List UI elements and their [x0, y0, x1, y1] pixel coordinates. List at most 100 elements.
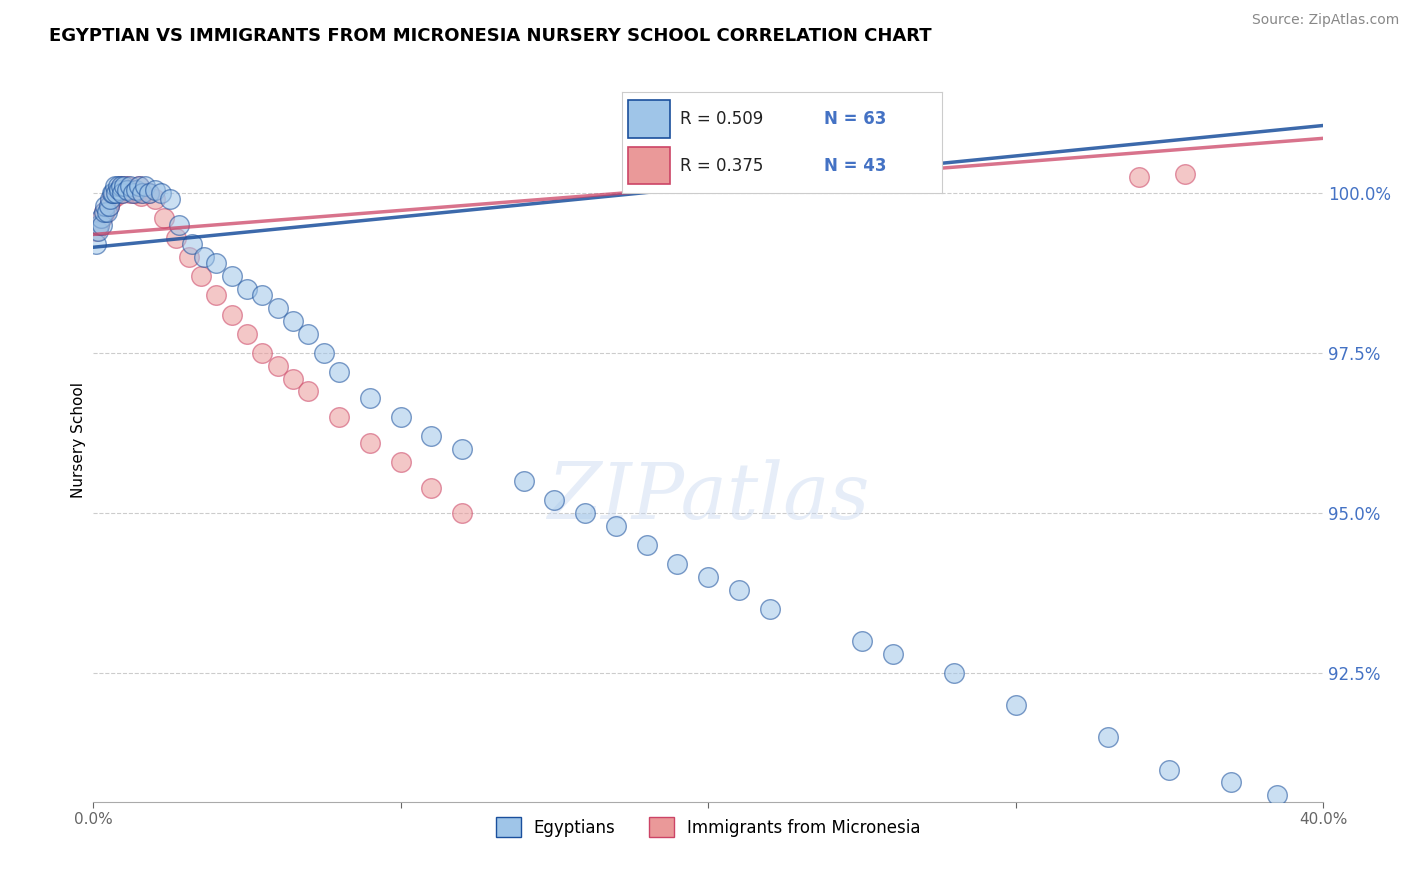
Point	[108, 183, 131, 197]
Point	[328, 365, 350, 379]
Point	[205, 256, 228, 270]
Point	[165, 230, 187, 244]
Point	[169, 218, 191, 232]
Point	[1265, 788, 1288, 802]
Point	[105, 189, 128, 203]
Point	[666, 558, 689, 572]
Point	[100, 192, 122, 206]
Point	[221, 269, 243, 284]
Point	[389, 455, 412, 469]
Point	[96, 205, 118, 219]
Point	[115, 179, 138, 194]
Text: EGYPTIAN VS IMMIGRANTS FROM MICRONESIA NURSERY SCHOOL CORRELATION CHART: EGYPTIAN VS IMMIGRANTS FROM MICRONESIA N…	[49, 27, 932, 45]
Point	[177, 250, 200, 264]
Point	[266, 301, 288, 315]
Point	[1004, 698, 1026, 713]
Point	[451, 506, 474, 520]
Text: ZIPatlas: ZIPatlas	[547, 459, 869, 535]
Point	[97, 198, 120, 212]
Point	[98, 195, 121, 210]
Point	[359, 391, 381, 405]
Point	[143, 183, 166, 197]
Point	[84, 237, 107, 252]
Point	[190, 269, 212, 284]
Point	[697, 570, 720, 584]
Point	[112, 183, 135, 197]
Point	[104, 179, 127, 194]
Point	[605, 519, 627, 533]
Point	[131, 186, 153, 200]
Point	[221, 308, 243, 322]
Point	[129, 189, 152, 203]
Point	[851, 634, 873, 648]
Point	[89, 218, 111, 232]
Point	[110, 179, 132, 194]
Point	[574, 506, 596, 520]
Point	[297, 326, 319, 341]
Point	[117, 183, 139, 197]
Point	[451, 442, 474, 456]
Point	[1159, 763, 1181, 777]
Point	[90, 211, 112, 226]
Point	[111, 186, 134, 200]
Point	[1219, 775, 1241, 789]
Point	[93, 205, 115, 219]
Point	[120, 186, 142, 200]
Point	[138, 186, 160, 200]
Point	[312, 346, 335, 360]
Y-axis label: Nursery School: Nursery School	[72, 382, 86, 498]
Point	[128, 179, 150, 194]
Point	[91, 218, 114, 232]
Point	[91, 211, 114, 226]
Point	[143, 192, 166, 206]
Point	[252, 346, 274, 360]
Point	[236, 326, 259, 341]
Point	[107, 183, 129, 197]
Point	[512, 474, 534, 488]
Point	[98, 192, 121, 206]
Point	[266, 359, 288, 373]
Point	[125, 186, 148, 200]
Point	[943, 666, 966, 681]
Point	[105, 186, 128, 200]
Point	[1174, 167, 1197, 181]
Point	[180, 237, 202, 252]
Point	[124, 186, 146, 200]
Point	[297, 384, 319, 399]
Point	[111, 186, 134, 200]
Point	[728, 583, 751, 598]
Point	[128, 179, 150, 194]
Point	[89, 218, 111, 232]
Point	[149, 186, 172, 200]
Legend: Egyptians, Immigrants from Micronesia: Egyptians, Immigrants from Micronesia	[489, 810, 928, 844]
Point	[153, 211, 176, 226]
Point	[882, 647, 904, 661]
Point	[101, 186, 124, 200]
Point	[93, 205, 115, 219]
Point	[1128, 169, 1150, 184]
Point	[131, 186, 153, 200]
Point	[1097, 731, 1119, 745]
Point	[159, 192, 181, 206]
Point	[122, 186, 145, 200]
Point	[125, 183, 148, 197]
Point	[104, 186, 127, 200]
Point	[281, 314, 304, 328]
Point	[389, 410, 412, 425]
Point	[328, 410, 350, 425]
Point	[94, 198, 117, 212]
Point	[636, 538, 658, 552]
Point	[112, 179, 135, 194]
Point	[193, 250, 215, 264]
Point	[420, 481, 443, 495]
Point	[758, 602, 780, 616]
Point	[205, 288, 228, 302]
Point	[236, 282, 259, 296]
Point	[138, 186, 160, 200]
Point	[359, 435, 381, 450]
Point	[84, 224, 107, 238]
Point	[97, 198, 120, 212]
Text: Source: ZipAtlas.com: Source: ZipAtlas.com	[1251, 13, 1399, 28]
Point	[94, 205, 117, 219]
Point	[110, 179, 132, 194]
